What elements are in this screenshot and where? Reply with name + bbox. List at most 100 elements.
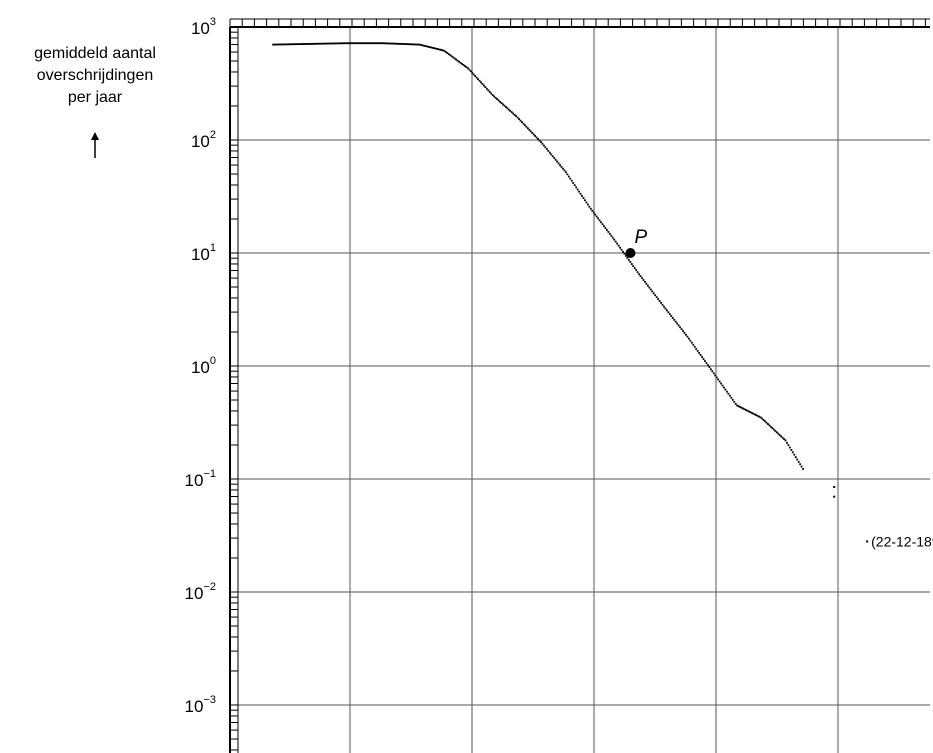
data-point <box>642 279 645 281</box>
data-point <box>652 292 655 295</box>
data-point <box>386 42 389 45</box>
data-point <box>537 138 539 140</box>
data-point <box>641 277 643 279</box>
data-point <box>592 211 595 214</box>
grid <box>230 26 930 753</box>
y-tick-label: 101 <box>191 242 216 264</box>
data-point <box>575 186 578 189</box>
data-point <box>288 43 291 46</box>
data-point <box>348 42 351 45</box>
data-point <box>715 376 718 379</box>
y-tick-label: 100 <box>191 355 216 377</box>
data-point <box>616 242 619 245</box>
data-point <box>463 65 466 67</box>
data-point <box>614 240 617 243</box>
data-point <box>756 414 759 417</box>
data-point <box>512 112 515 115</box>
data-point <box>623 252 626 255</box>
data-point <box>797 460 800 463</box>
data-point <box>439 48 441 51</box>
data-point <box>346 42 349 45</box>
data-point <box>368 42 371 45</box>
data-point <box>579 192 582 195</box>
data-point <box>768 424 771 427</box>
data-point <box>608 232 611 235</box>
data-point <box>389 42 392 45</box>
data-point <box>799 463 802 466</box>
data-point <box>354 42 356 45</box>
data-point <box>550 153 553 156</box>
data-point <box>603 225 605 228</box>
data-point <box>402 43 405 45</box>
data-point <box>395 42 397 45</box>
data-point <box>802 468 804 470</box>
data-point <box>425 45 428 48</box>
data-point <box>294 43 296 46</box>
data-point <box>434 47 437 50</box>
data-point <box>600 221 602 224</box>
data-point <box>737 405 740 408</box>
data-point <box>316 42 318 45</box>
data-point <box>786 441 788 444</box>
data-point <box>301 43 304 45</box>
data-point <box>502 103 504 106</box>
data-point <box>417 43 419 46</box>
data-point <box>540 141 542 144</box>
data-point <box>323 42 326 45</box>
y-axis-label: gemiddeld aantal overschrijdingen per jaar <box>34 45 156 158</box>
data-point <box>509 110 512 112</box>
data-point <box>335 42 337 45</box>
data-point <box>663 305 665 308</box>
data-point <box>680 328 683 331</box>
data-point <box>336 42 339 45</box>
data-point <box>453 57 456 60</box>
data-point <box>304 43 307 45</box>
data-point <box>538 139 541 142</box>
data-point <box>551 155 554 158</box>
data-point <box>415 43 418 46</box>
data-point <box>317 42 320 45</box>
data-point <box>619 246 621 249</box>
data-point <box>682 330 684 332</box>
data-point <box>677 324 680 327</box>
data-point <box>658 300 661 302</box>
data-point <box>506 107 509 110</box>
data-point <box>783 438 785 440</box>
data-point <box>383 42 386 45</box>
data-point <box>660 301 662 304</box>
data-point <box>418 43 421 46</box>
data-point <box>739 406 742 408</box>
data-point <box>398 42 400 45</box>
data-point <box>521 121 523 124</box>
data-point <box>503 104 506 107</box>
data-point <box>298 43 301 46</box>
data-point <box>342 42 345 45</box>
data-point <box>617 244 620 247</box>
data-point <box>784 439 787 442</box>
data-point <box>461 62 463 65</box>
data-point <box>275 43 277 46</box>
data-point <box>276 43 279 46</box>
data-point <box>392 42 395 45</box>
data-point <box>639 275 642 278</box>
data-point <box>636 271 639 274</box>
data-point <box>499 100 501 103</box>
data-point <box>308 43 311 45</box>
data-point <box>758 415 761 418</box>
data-point <box>357 42 359 45</box>
data-point <box>405 43 408 46</box>
data-point <box>554 158 557 161</box>
data-point <box>314 42 317 45</box>
data-point <box>422 44 425 47</box>
data-point <box>598 219 601 222</box>
data-point <box>704 360 706 362</box>
data-point <box>692 343 695 346</box>
data-point <box>752 412 755 415</box>
data-point <box>655 296 658 299</box>
data-point <box>755 414 758 417</box>
y-tick-label: 102 <box>191 129 216 151</box>
data-point <box>327 42 330 45</box>
data-point <box>455 58 457 61</box>
data-point <box>444 51 447 53</box>
data-point <box>428 46 431 49</box>
